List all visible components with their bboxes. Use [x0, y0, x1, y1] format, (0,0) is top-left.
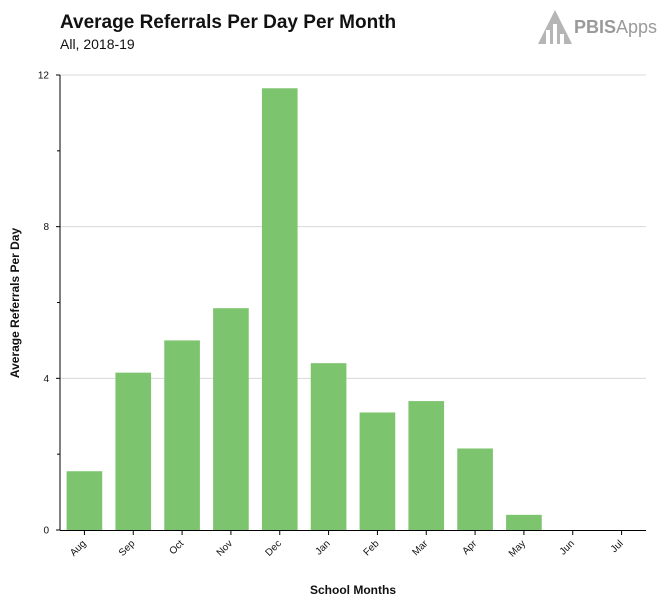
chart-subtitle: All, 2018-19 [60, 36, 135, 52]
logo-wordmark: PBISApps [574, 17, 657, 38]
logo-brand-light: Apps [616, 17, 658, 37]
pbisapps-logo: PBISApps [536, 8, 662, 46]
bar-feb [359, 412, 396, 530]
x-tick-labels: Aug Sep Oct Nov Dec Jan Feb Mar Apr May Jun Jul [68, 538, 626, 560]
x-tick-label: Jul [609, 538, 626, 555]
x-tick-label: Sep [117, 538, 138, 559]
x-tick-label: Nov [215, 538, 235, 558]
bar-aug [66, 471, 103, 530]
x-axis-label: School Months [310, 583, 396, 597]
gridlines [60, 74, 646, 379]
x-tick-label: May [507, 538, 528, 559]
bars [66, 88, 542, 530]
bar-nov [213, 308, 249, 530]
x-tick-label: Jan [314, 538, 333, 557]
x-tick-label: Feb [362, 538, 382, 558]
y-tick-labels: 0 4 8 12 [38, 71, 50, 537]
x-tick-label: Aug [68, 538, 88, 558]
axes [56, 74, 646, 535]
bar-sep [115, 372, 152, 530]
bar-oct [164, 340, 200, 530]
x-tick-label: Apr [460, 538, 479, 557]
y-axis-label: Average Referrals Per Day [8, 227, 22, 378]
bar-mar [408, 401, 445, 530]
y-tick-label: 12 [38, 71, 50, 82]
x-tick-label: Jun [558, 538, 577, 557]
y-tick-label: 4 [43, 374, 49, 385]
x-tick-label: Mar [410, 538, 430, 558]
bar-jan [310, 363, 347, 530]
pbisapps-logo-icon [538, 10, 572, 44]
chart-title: Average Referrals Per Day Per Month [60, 12, 397, 33]
bar-apr [457, 448, 493, 530]
x-tick-label: Oct [167, 538, 186, 557]
y-tick-label: 8 [43, 222, 49, 233]
bar-dec [261, 88, 298, 530]
x-tick-label: Dec [264, 538, 284, 558]
y-tick-label: 0 [43, 526, 49, 537]
bar-may [506, 514, 542, 530]
logo-brand-bold: PBIS [574, 17, 617, 37]
y-axis-label-container: Average Referrals Per Day [6, 75, 24, 530]
